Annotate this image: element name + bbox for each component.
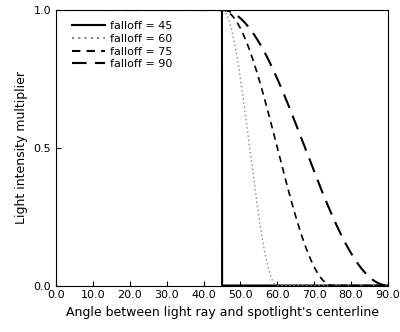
falloff = 60 <box>386 284 390 288</box>
falloff = 60 <box>327 284 332 288</box>
falloff = 75 <box>180 8 185 12</box>
falloff = 90 <box>54 8 58 12</box>
falloff = 60 <box>54 8 58 12</box>
falloff = 45 <box>301 284 306 288</box>
falloff = 90 <box>180 8 185 12</box>
Line: falloff = 45: falloff = 45 <box>56 10 388 286</box>
falloff = 60 <box>253 188 258 192</box>
falloff = 75 <box>54 8 58 12</box>
Line: falloff = 60: falloff = 60 <box>56 10 388 286</box>
falloff = 45 <box>253 284 258 288</box>
falloff = 45 <box>54 8 58 12</box>
Legend: falloff = 45, falloff = 60, falloff = 75, falloff = 90: falloff = 45, falloff = 60, falloff = 75… <box>72 21 173 69</box>
falloff = 75 <box>326 283 331 287</box>
X-axis label: Angle between light ray and spotlight's centerline: Angle between light ray and spotlight's … <box>66 306 378 319</box>
falloff = 45 <box>386 284 390 288</box>
falloff = 90 <box>326 206 331 210</box>
falloff = 45 <box>220 284 224 288</box>
falloff = 75 <box>330 284 335 288</box>
falloff = 90 <box>301 142 306 146</box>
falloff = 75 <box>270 124 274 128</box>
falloff = 75 <box>253 64 258 68</box>
falloff = 45 <box>270 284 274 288</box>
falloff = 90 <box>253 34 258 38</box>
falloff = 75 <box>301 240 306 244</box>
falloff = 60 <box>180 8 185 12</box>
falloff = 75 <box>386 284 390 288</box>
falloff = 60 <box>275 284 280 288</box>
falloff = 45 <box>180 8 185 12</box>
falloff = 75 <box>114 8 119 12</box>
falloff = 90 <box>114 8 119 12</box>
falloff = 90 <box>270 65 274 69</box>
Y-axis label: Light intensity multiplier: Light intensity multiplier <box>15 71 28 224</box>
falloff = 60 <box>114 8 119 12</box>
falloff = 60 <box>301 284 306 288</box>
falloff = 60 <box>270 277 274 281</box>
falloff = 90 <box>386 284 390 288</box>
Line: falloff = 75: falloff = 75 <box>56 10 388 286</box>
falloff = 45 <box>114 8 119 12</box>
falloff = 45 <box>327 284 332 288</box>
Line: falloff = 90: falloff = 90 <box>56 10 388 286</box>
